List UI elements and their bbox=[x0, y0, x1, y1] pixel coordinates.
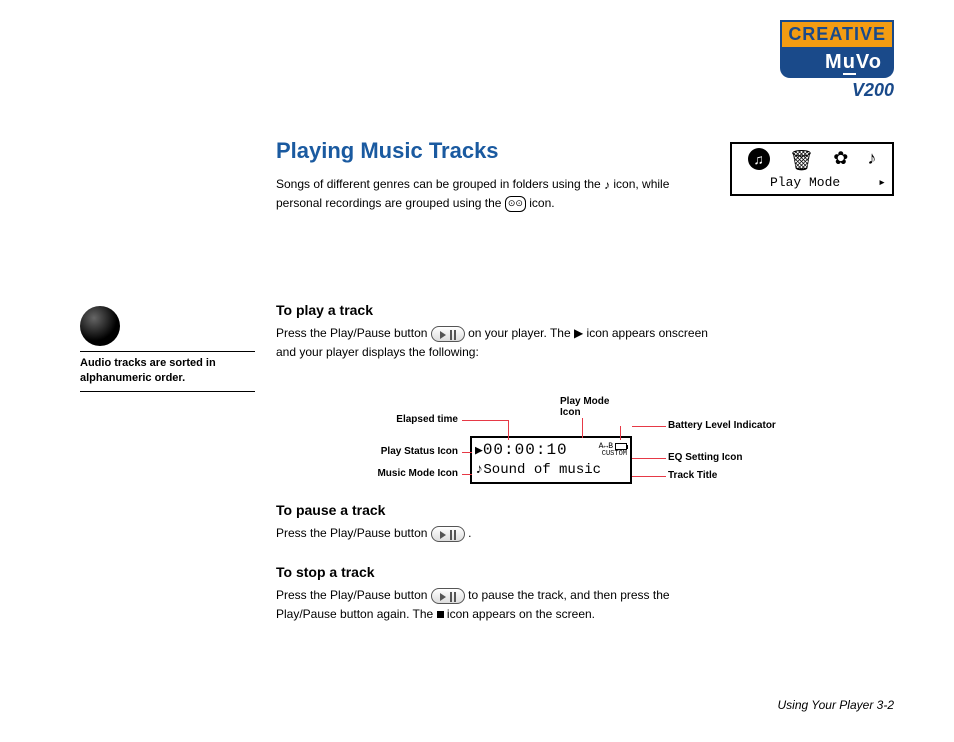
battery-icon bbox=[615, 443, 627, 450]
gear-icon: ✿ bbox=[833, 148, 848, 173]
trash-icon: 🗑 bbox=[789, 148, 814, 173]
note-icon: ♪ bbox=[867, 148, 876, 173]
tip-text: Audio tracks are sorted in alphanumeric … bbox=[80, 356, 255, 387]
page-footer: Using Your Player 3-2 bbox=[777, 698, 894, 712]
to-stop-text: Press the Play/Pause button to pause the… bbox=[276, 586, 716, 623]
play-triangle-icon: ▶ bbox=[574, 326, 583, 340]
note-badge-icon bbox=[80, 306, 120, 346]
headphone-icon: ♫ bbox=[748, 148, 770, 170]
callout-battery: Battery Level Indicator bbox=[668, 420, 788, 431]
to-play-heading: To play a track bbox=[276, 302, 373, 318]
recordings-icon: ⊙⊙ bbox=[505, 196, 526, 212]
play-pause-button-icon bbox=[431, 588, 465, 604]
callout-track-title: Track Title bbox=[668, 470, 717, 481]
play-mode-label: Play Mode ▸ bbox=[732, 175, 892, 190]
intro-text-c: icon. bbox=[529, 196, 554, 210]
page-title: Playing Music Tracks bbox=[276, 138, 499, 164]
track-title-value: Sound of music bbox=[483, 462, 601, 478]
lcd-display-diagram: ▶ 00:00:10 A↔B CUSTOM ♪ Sound of music bbox=[470, 436, 632, 484]
play-status-icon: ▶ bbox=[475, 443, 483, 458]
creative-wordmark: CREATIVE bbox=[780, 20, 894, 49]
elapsed-time-value: 00:00:10 bbox=[483, 441, 568, 459]
model-label: V200 bbox=[780, 80, 894, 101]
callout-elapsed: Elapsed time bbox=[348, 414, 458, 425]
muvo-wordmark: MuVo bbox=[780, 49, 894, 78]
intro-text-a: Songs of different genres can be grouped… bbox=[276, 177, 604, 191]
stop-icon bbox=[437, 611, 444, 618]
callout-play-status: Play Status Icon bbox=[332, 446, 458, 457]
intro-paragraph: Songs of different genres can be grouped… bbox=[276, 175, 716, 213]
play-mode-menu-screenshot: ♫ 🗑 ✿ ♪ Play Mode ▸ bbox=[730, 142, 894, 196]
brand-logo: CREATIVE MuVo V200 bbox=[780, 20, 894, 101]
play-pause-button-icon bbox=[431, 326, 465, 342]
to-pause-text: Press the Play/Pause button . bbox=[276, 524, 716, 543]
to-stop-heading: To stop a track bbox=[276, 564, 375, 580]
chevron-right-icon: ▸ bbox=[878, 175, 886, 190]
eq-setting-label: CUSTOM bbox=[602, 451, 627, 458]
callout-play-mode: Play Mode Icon bbox=[560, 396, 630, 418]
callout-eq: EQ Setting Icon bbox=[668, 452, 742, 463]
to-play-text: Press the Play/Pause button on your play… bbox=[276, 324, 716, 361]
tip-note: Audio tracks are sorted in alphanumeric … bbox=[80, 306, 255, 394]
play-pause-button-icon bbox=[431, 526, 465, 542]
callout-music-mode: Music Mode Icon bbox=[342, 468, 458, 479]
music-mode-icon: ♪ bbox=[475, 462, 483, 478]
music-note-icon: ♪ bbox=[604, 176, 610, 195]
to-pause-heading: To pause a track bbox=[276, 502, 385, 518]
